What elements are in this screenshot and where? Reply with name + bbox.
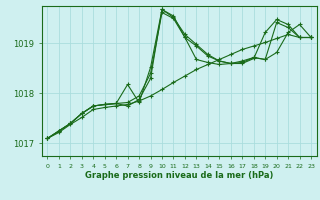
X-axis label: Graphe pression niveau de la mer (hPa): Graphe pression niveau de la mer (hPa): [85, 171, 273, 180]
